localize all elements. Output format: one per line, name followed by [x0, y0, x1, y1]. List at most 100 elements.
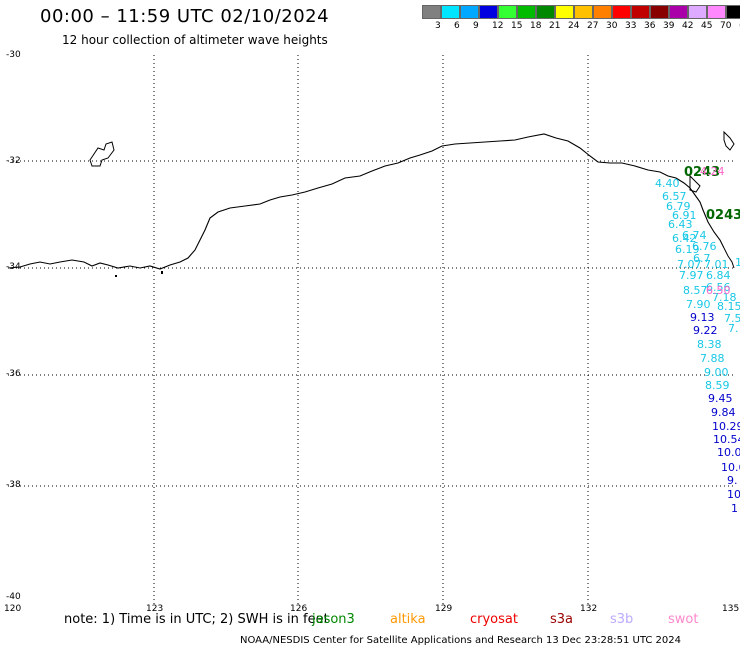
legend-label: 27: [587, 21, 599, 31]
wave-height-value: 10.54: [713, 433, 740, 446]
wave-height-value: 8.59: [705, 379, 730, 392]
lon-label: 120: [4, 604, 22, 614]
wave-height-value: 8.38: [697, 338, 722, 351]
legend-swatch: [536, 5, 555, 19]
legend-swatch: [631, 5, 650, 19]
legend-label: 6: [454, 21, 460, 31]
islet-marker: [115, 275, 117, 277]
wave-height-value: 7.07: [677, 258, 702, 271]
lon-label: 123: [146, 604, 164, 614]
legend-label: 12: [492, 21, 504, 31]
wave-height-value: 7.18: [712, 291, 737, 304]
wave-height-value: 6.43: [668, 218, 693, 231]
wave-height-value: 10.0: [717, 446, 740, 459]
lon-label: 135: [722, 604, 740, 614]
legend-label: 15: [511, 21, 523, 31]
wave-height-value: 6.7: [693, 252, 711, 265]
wave-height-value: 7.97: [679, 269, 704, 282]
legend-swatch: [498, 5, 517, 19]
satellite-swot: swot: [668, 612, 699, 627]
pass-time-tag: 0243: [684, 165, 721, 180]
coastline: [7, 133, 725, 270]
wave-height-value: 7.01: [704, 258, 729, 271]
legend-swatch: [707, 5, 726, 19]
wave-height-value: 6.19: [675, 243, 700, 256]
wave-height-value: 6.84: [706, 269, 731, 282]
legend-label: 18: [530, 21, 542, 31]
legend-label: 24: [568, 21, 580, 31]
legend-swatch: [441, 5, 460, 19]
satellite-jason3: jason3: [312, 612, 355, 627]
wave-height-value: 9.13: [690, 311, 715, 324]
legend-label: 21: [549, 21, 561, 31]
wave-height-value: 6.74: [682, 229, 707, 242]
legend-swatch: [422, 5, 441, 19]
lat-label: -34: [6, 262, 21, 272]
legend-swatch: [593, 5, 612, 19]
legend-swatch: [574, 5, 593, 19]
legend-label: 70: [720, 21, 732, 31]
coast-fragment-east: [723, 130, 735, 151]
satellite-s3b: s3b: [610, 612, 634, 627]
legend-swatch: [726, 5, 740, 19]
lat-label: -38: [6, 480, 21, 490]
wave-height-value: 7.: [728, 322, 739, 335]
legend-swatch: [555, 5, 574, 19]
wave-height-value: 8.57: [683, 284, 708, 297]
legend-label: 30: [606, 21, 618, 31]
wave-height-value: 1: [735, 256, 740, 269]
coast-tail-east: [723, 247, 735, 269]
wave-height-value: 9.22: [693, 324, 718, 337]
map-title: 00:00 – 11:59 UTC 02/10/2024: [40, 6, 330, 27]
legend-swatch: [612, 5, 631, 19]
wave-height-value: 4.24: [700, 165, 725, 178]
wave-height-value: 9.00: [704, 366, 729, 379]
lat-label: -40: [6, 592, 21, 602]
wave-height-value: 7.88: [700, 352, 725, 365]
lon-label: 129: [435, 604, 453, 614]
legend-swatch: [688, 5, 707, 19]
coast-spur-east: [689, 174, 701, 193]
wave-height-value: 6.56: [706, 281, 731, 294]
wave-height-value: 9.84: [711, 406, 736, 419]
legend-label: 9: [473, 21, 479, 31]
wave-height-value: 6.50: [706, 284, 731, 297]
wave-height-value: 9.: [727, 474, 738, 487]
lat-label: -30: [6, 50, 21, 60]
wave-height-value: 6.91: [672, 209, 697, 222]
pass-time-tag: 0243: [706, 208, 740, 223]
wave-height-value: 1: [731, 502, 738, 515]
credit-line: NOAA/NESDIS Center for Satellite Applica…: [240, 635, 682, 646]
legend-label: 3: [435, 21, 441, 31]
legend-swatch: [460, 5, 479, 19]
wave-height-value: 8.15: [717, 300, 740, 313]
legend-label: 45: [701, 21, 713, 31]
legend-label: 39: [663, 21, 675, 31]
legend-swatch: [517, 5, 536, 19]
satellite-cryosat: cryosat: [470, 612, 518, 627]
wave-height-value: 6.42: [672, 232, 697, 245]
legend-swatch: [650, 5, 669, 19]
wave-height-value: 9.45: [708, 392, 733, 405]
islet-marker: [161, 271, 163, 274]
legend-label: 42: [682, 21, 694, 31]
wave-height-value: 4.40: [655, 177, 680, 190]
wave-height-value: 10.29: [712, 420, 740, 433]
map-subtitle: 12 hour collection of altimeter wave hei…: [62, 33, 328, 47]
wave-height-value: 6.76: [692, 240, 717, 253]
legend-swatch: [669, 5, 688, 19]
lon-label: 132: [580, 604, 598, 614]
wave-height-value: 10: [727, 488, 740, 501]
wave-height-value: 6.79: [666, 200, 691, 213]
lat-label: -36: [6, 369, 21, 379]
satellite-altika: altika: [390, 612, 426, 627]
island-north: [89, 141, 115, 167]
grid-lines: [8, 55, 736, 606]
wave-height-value: 6.57: [662, 190, 687, 203]
satellite-s3a: s3a: [550, 612, 574, 627]
map-frame: [8, 55, 736, 606]
legend-swatches: [422, 5, 740, 19]
